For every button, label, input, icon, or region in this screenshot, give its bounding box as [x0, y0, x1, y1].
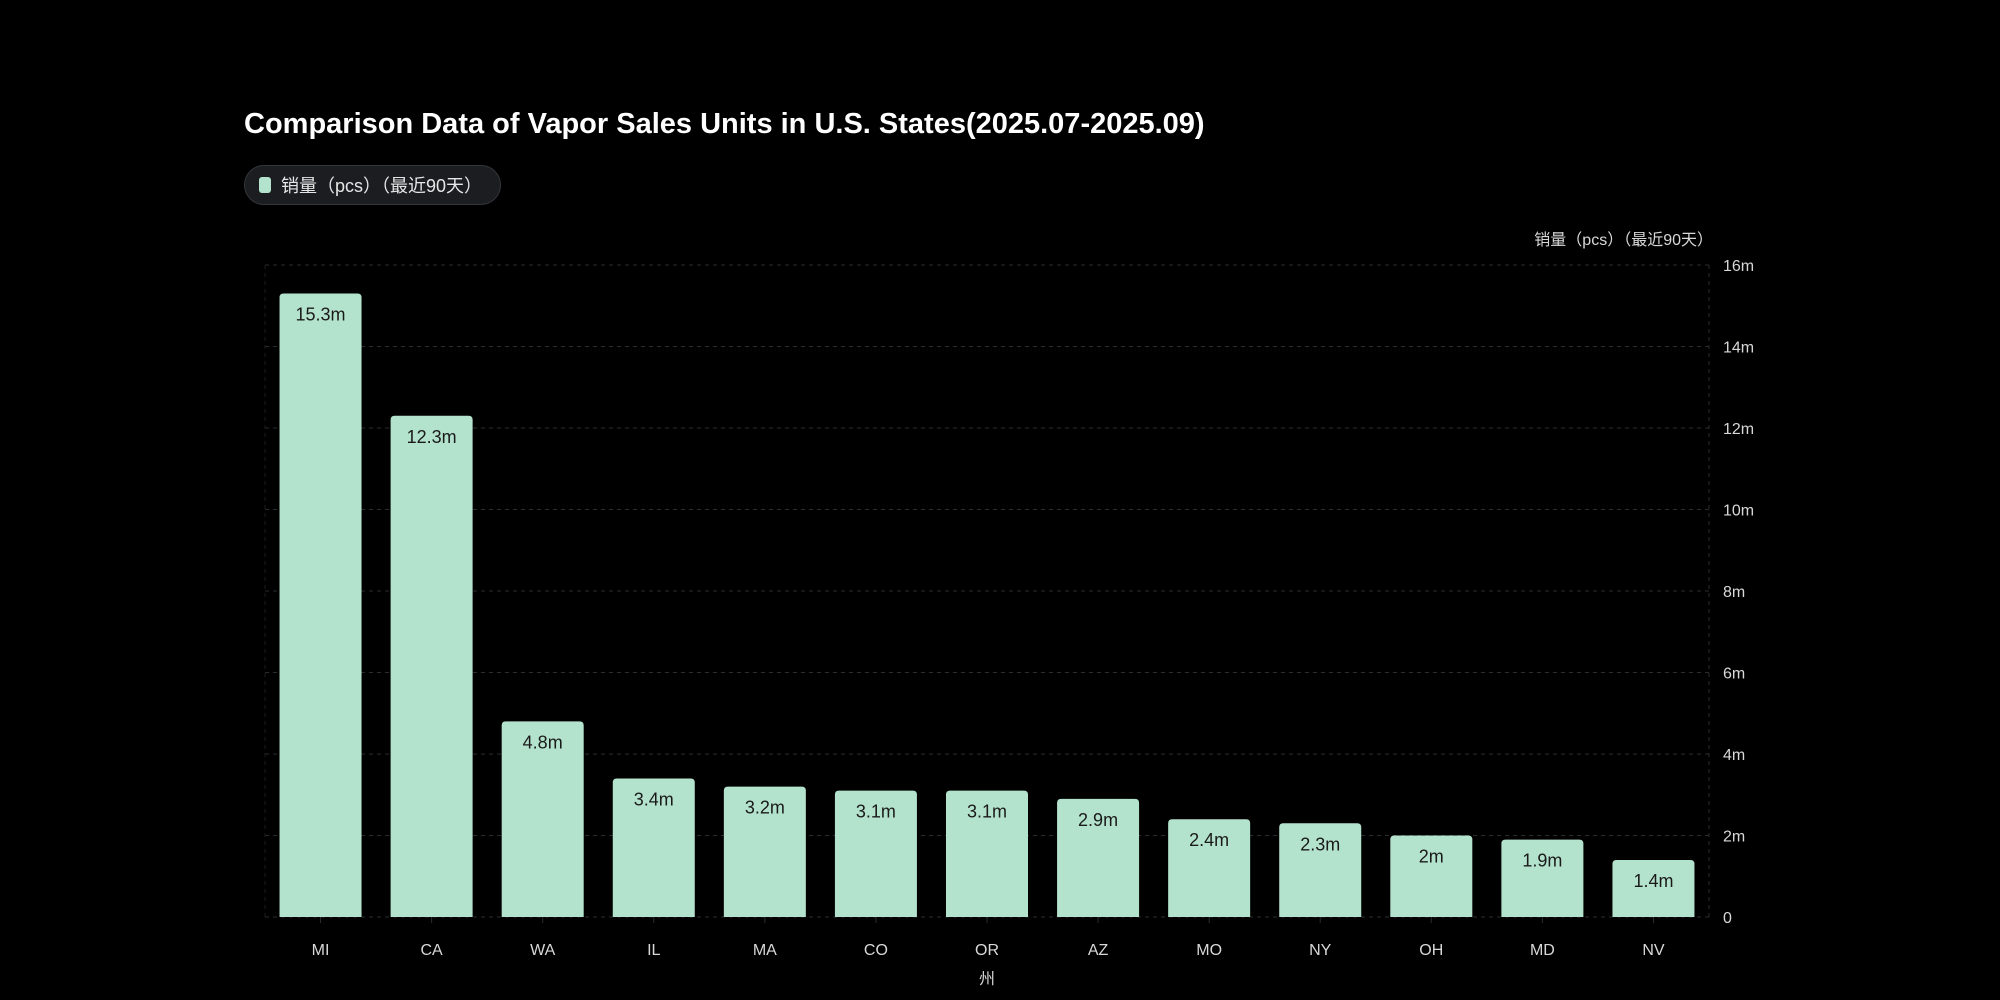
x-tick-label: NV: [1642, 942, 1665, 959]
bar-ma: [723, 786, 806, 917]
x-tick-label: CO: [864, 942, 888, 959]
y-tick-label: 4m: [1723, 747, 1745, 764]
data-label: 4.8m: [523, 732, 563, 752]
x-axis-title: 州: [979, 971, 995, 988]
data-label: 15.3m: [296, 305, 346, 325]
bar-or: [946, 790, 1028, 917]
x-tick-label: MD: [1530, 942, 1555, 959]
legend-label: 销量（pcs）（最近90天）: [281, 176, 483, 196]
data-label: 1.9m: [1522, 851, 1562, 871]
bar-az: [1057, 798, 1140, 917]
y-tick-label: 16m: [1723, 258, 1754, 275]
data-label: 3.2m: [745, 798, 785, 818]
bar-nv: [1612, 859, 1695, 917]
bar-ca: [390, 415, 473, 917]
legend-swatch: [259, 177, 271, 193]
data-label: 3.1m: [967, 802, 1007, 822]
data-label: 2.3m: [1300, 834, 1340, 854]
y-tick-label: 0: [1723, 910, 1732, 927]
bar-co: [834, 790, 917, 917]
x-tick-label: IL: [647, 942, 660, 959]
bar-wa: [501, 721, 584, 917]
y-tick-label: 8m: [1723, 584, 1745, 601]
x-tick-label: AZ: [1088, 942, 1109, 959]
data-label: 1.4m: [1633, 871, 1673, 891]
y-tick-label: 10m: [1723, 503, 1754, 520]
y-tick-label: 2m: [1723, 829, 1745, 846]
data-label: 3.1m: [856, 802, 896, 822]
y-tick-label: 6m: [1723, 666, 1745, 683]
data-label: 2m: [1419, 847, 1444, 867]
y-tick-label: 12m: [1723, 421, 1754, 438]
x-tick-label: WA: [530, 942, 556, 959]
data-label: 2.9m: [1078, 810, 1118, 830]
bar-mo: [1168, 819, 1251, 917]
y-tick-label: 14m: [1723, 340, 1754, 357]
bar-oh: [1390, 835, 1473, 917]
y-axis-title: 销量（pcs）（最近90天）: [1534, 231, 1713, 249]
x-tick-label: OR: [975, 942, 999, 959]
bar-ny: [1279, 823, 1362, 917]
bar-il: [612, 778, 695, 917]
x-tick-label: CA: [420, 942, 443, 959]
data-label: 3.4m: [634, 789, 674, 809]
bar-mi: [279, 293, 362, 917]
x-tick-label: MI: [312, 942, 330, 959]
bar-md: [1501, 839, 1584, 917]
legend-item[interactable]: 销量（pcs）（最近90天）: [244, 165, 502, 205]
x-tick-label: NY: [1309, 942, 1332, 959]
x-tick-label: OH: [1419, 942, 1443, 959]
x-tick-label: MO: [1196, 942, 1222, 959]
data-label: 2.4m: [1189, 830, 1229, 850]
data-label: 12.3m: [407, 427, 457, 447]
chart-title: Comparison Data of Vapor Sales Units in …: [244, 108, 1205, 140]
x-tick-label: MA: [753, 942, 777, 959]
